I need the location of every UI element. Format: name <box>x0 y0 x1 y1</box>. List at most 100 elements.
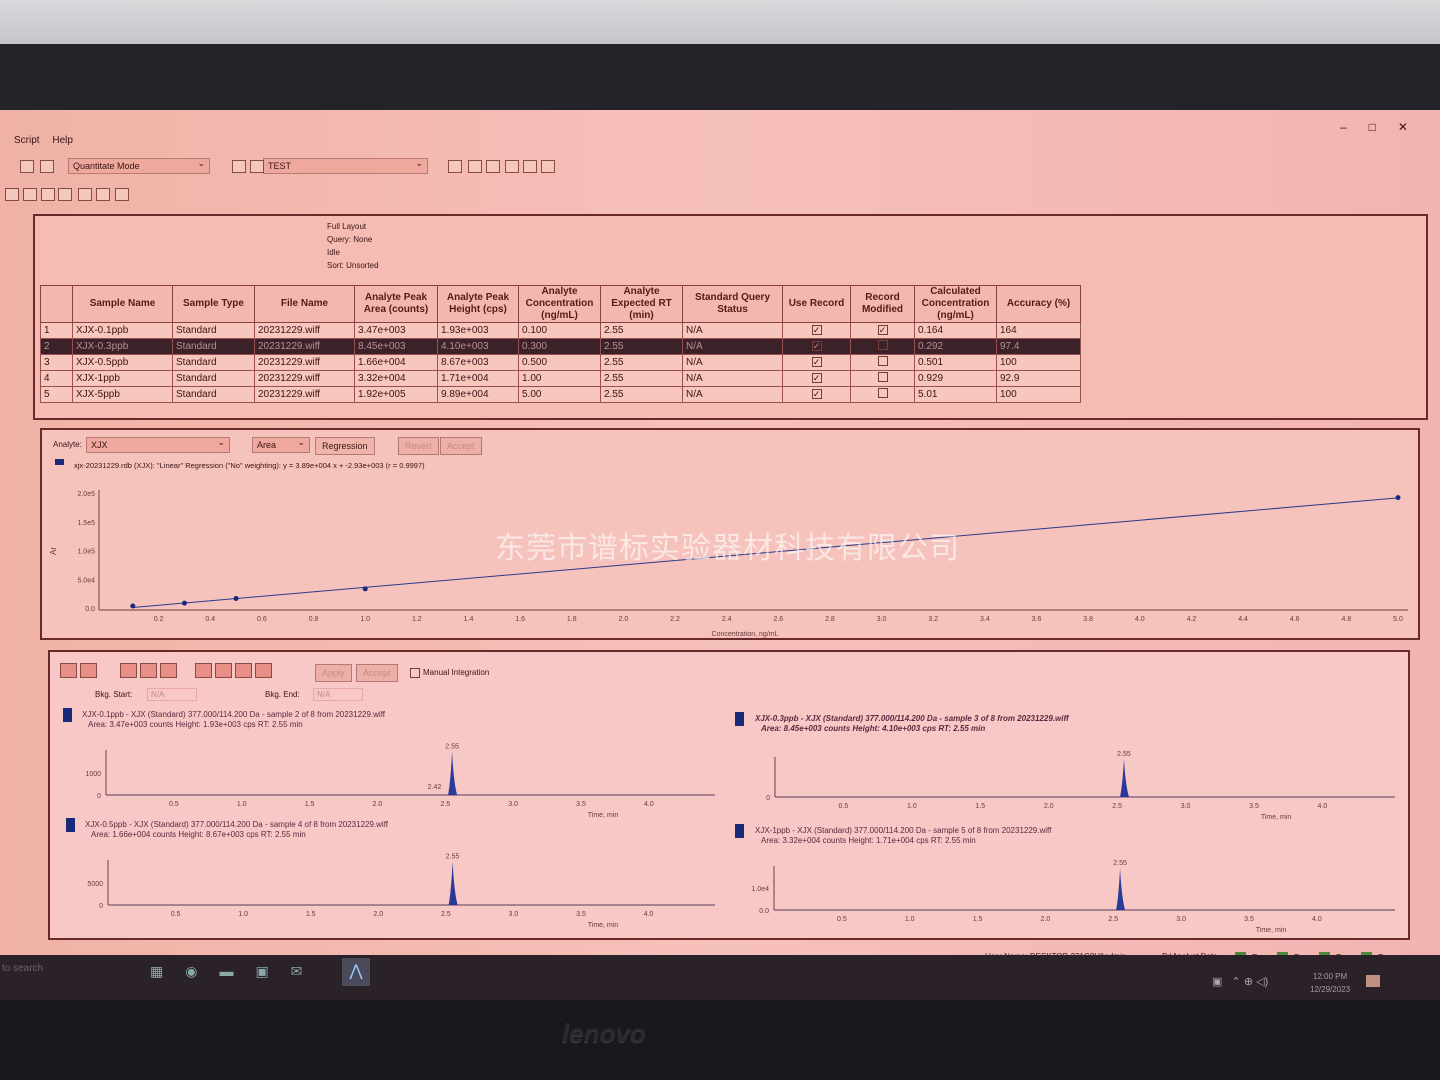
calibration-point[interactable] <box>130 603 136 609</box>
toolbar-icon[interactable] <box>448 160 462 173</box>
apply-button[interactable]: Apply <box>315 664 352 682</box>
use-record-checkbox[interactable]: ✓ <box>811 341 822 351</box>
tray-icons[interactable]: ▣ ⌃ ⊕ ◁) <box>1212 976 1269 988</box>
project-select[interactable]: TEST <box>263 158 428 174</box>
cell-type: Standard <box>172 338 255 355</box>
record-modified-checkbox[interactable] <box>877 372 888 382</box>
column-header[interactable] <box>40 285 73 323</box>
column-header[interactable]: Use Record <box>782 285 851 323</box>
menu-help[interactable]: Help <box>52 135 73 146</box>
x-tick-label: 1.8 <box>567 616 577 623</box>
record-modified-checkbox[interactable] <box>877 340 888 350</box>
toolbar-icon[interactable] <box>78 188 92 201</box>
use-record-checkbox[interactable]: ✓ <box>811 325 822 335</box>
column-header[interactable]: Standard Query Status <box>682 285 783 323</box>
column-header[interactable]: Calculated Concentration (ng/mL) <box>914 285 997 323</box>
toolbar-icon[interactable] <box>40 160 54 173</box>
toolbar-icon[interactable] <box>23 188 37 201</box>
bkg-end-input[interactable]: N/A <box>313 688 363 701</box>
toolbar-icon[interactable] <box>5 188 19 201</box>
chromatogram-tool-icon[interactable] <box>235 663 252 678</box>
toolbar-icon[interactable] <box>232 160 246 173</box>
calibration-point[interactable] <box>181 600 187 606</box>
clock[interactable]: 12:00 PM 12/29/2023 <box>1310 970 1350 996</box>
chromatogram-peak[interactable] <box>448 751 458 795</box>
cell-height: 8.67e+003 <box>437 354 519 371</box>
x-tick-label: 3.4 <box>980 616 990 623</box>
x-tick-label: 1.0 <box>237 801 247 808</box>
metric-select[interactable]: Area <box>252 437 310 453</box>
toolbar-icon[interactable] <box>468 160 482 173</box>
chromatogram-tool-icon[interactable] <box>215 663 232 678</box>
taskbar-search[interactable]: to search <box>2 963 44 974</box>
table-row[interactable]: 5 XJX-5ppb Standard 20231229.wiff 1.92e+005 9… <box>40 386 1081 403</box>
chromatogram-tool-icon[interactable] <box>140 663 157 678</box>
column-header[interactable]: Analyte Peak Area (counts) <box>354 285 438 323</box>
toolbar-icon[interactable] <box>523 160 537 173</box>
use-record-checkbox[interactable]: ✓ <box>811 357 822 367</box>
use-record-checkbox[interactable]: ✓ <box>811 389 822 399</box>
cell-acc: 92.9 <box>996 370 1081 387</box>
column-header[interactable]: Analyte Expected RT (min) <box>600 285 683 323</box>
x-tick-label: 3.0 <box>1181 803 1191 810</box>
x-tick-label: 3.8 <box>1083 616 1093 623</box>
manual-integration-checkbox[interactable] <box>410 668 420 678</box>
chromatogram-tool-icon[interactable] <box>60 663 77 678</box>
bkg-start-input[interactable]: N/A <box>147 688 197 701</box>
calibration-point[interactable] <box>1395 495 1401 501</box>
toolbar-icon[interactable] <box>96 188 110 201</box>
column-header[interactable]: Accuracy (%) <box>996 285 1081 323</box>
record-modified-checkbox[interactable] <box>877 388 888 398</box>
chromatogram-peak[interactable] <box>1116 868 1126 910</box>
x-tick-label: 1.0 <box>238 911 248 918</box>
toolbar-icon[interactable] <box>58 188 72 201</box>
cell-conc: 0.500 <box>518 354 601 371</box>
chromatogram-tool-icon[interactable] <box>80 663 97 678</box>
cell-file: 20231229.wiff <box>254 354 355 371</box>
toolbar-icon[interactable] <box>250 160 264 173</box>
revert-button[interactable]: Revert <box>398 437 439 455</box>
accept-button[interactable]: Accept <box>440 437 482 455</box>
table-row[interactable]: 1 XJX-0.1ppb Standard 20231229.wiff 3.47e+00… <box>40 322 1081 339</box>
calibration-point[interactable] <box>362 586 368 592</box>
toolbar-icon[interactable] <box>541 160 555 173</box>
column-header[interactable]: Analyte Peak Height (cps) <box>437 285 519 323</box>
analyte-select[interactable]: XJX <box>86 437 230 453</box>
analyst-taskbar-icon[interactable]: ⋀ <box>342 958 370 986</box>
chromatogram-tool-icon[interactable] <box>255 663 272 678</box>
table-row[interactable]: 2 XJX-0.3ppb Standard 20231229.wiff 8.45e+00… <box>40 338 1081 355</box>
regression-button[interactable]: Regression <box>315 437 375 455</box>
y-tick-label: 1000 <box>85 771 101 778</box>
x-tick-label: 0.8 <box>309 616 319 623</box>
taskbar-app-icons[interactable]: ▦◉▬▣✉ <box>150 963 325 979</box>
use-record-checkbox[interactable]: ✓ <box>811 373 822 383</box>
toolbar-icon[interactable] <box>115 188 129 201</box>
table-row[interactable]: 4 XJX-1ppb Standard 20231229.wiff 3.32e+004 1… <box>40 370 1081 387</box>
chromatogram-peak[interactable] <box>448 861 458 905</box>
cell-text: 4 <box>44 373 50 384</box>
chromatogram-tool-icon[interactable] <box>120 663 137 678</box>
x-tick-label: 0.5 <box>171 911 181 918</box>
toolbar-icon[interactable] <box>20 160 34 173</box>
calibration-point[interactable] <box>233 595 239 601</box>
record-modified-checkbox[interactable] <box>877 356 888 366</box>
window-controls[interactable]: –□✕ <box>1340 120 1430 134</box>
mode-select[interactable]: Quantitate Mode <box>68 158 210 174</box>
x-tick-label: 2.5 <box>1108 916 1118 923</box>
x-tick-label: 3.0 <box>1176 916 1186 923</box>
record-modified-checkbox[interactable]: ✓ <box>877 325 888 335</box>
y-tick-label: 1.0e5 <box>77 549 95 556</box>
accept-integration-button[interactable]: Accept <box>356 664 398 682</box>
notification-icon[interactable] <box>1366 975 1380 987</box>
column-header[interactable]: Sample Type <box>172 285 255 323</box>
cell-name: XJX-1ppb <box>72 370 173 387</box>
toolbar-icon[interactable] <box>505 160 519 173</box>
cell-text: 0.292 <box>918 341 944 352</box>
toolbar-icon[interactable] <box>486 160 500 173</box>
chromatogram-tool-icon[interactable] <box>195 663 212 678</box>
chromatogram-tool-icon[interactable] <box>160 663 177 678</box>
chromatogram-peak[interactable] <box>1119 758 1129 797</box>
menu-script[interactable]: Script <box>14 135 40 146</box>
toolbar-icon[interactable] <box>41 188 55 201</box>
table-row[interactable]: 3 XJX-0.5ppb Standard 20231229.wiff 1.66e+00… <box>40 354 1081 371</box>
